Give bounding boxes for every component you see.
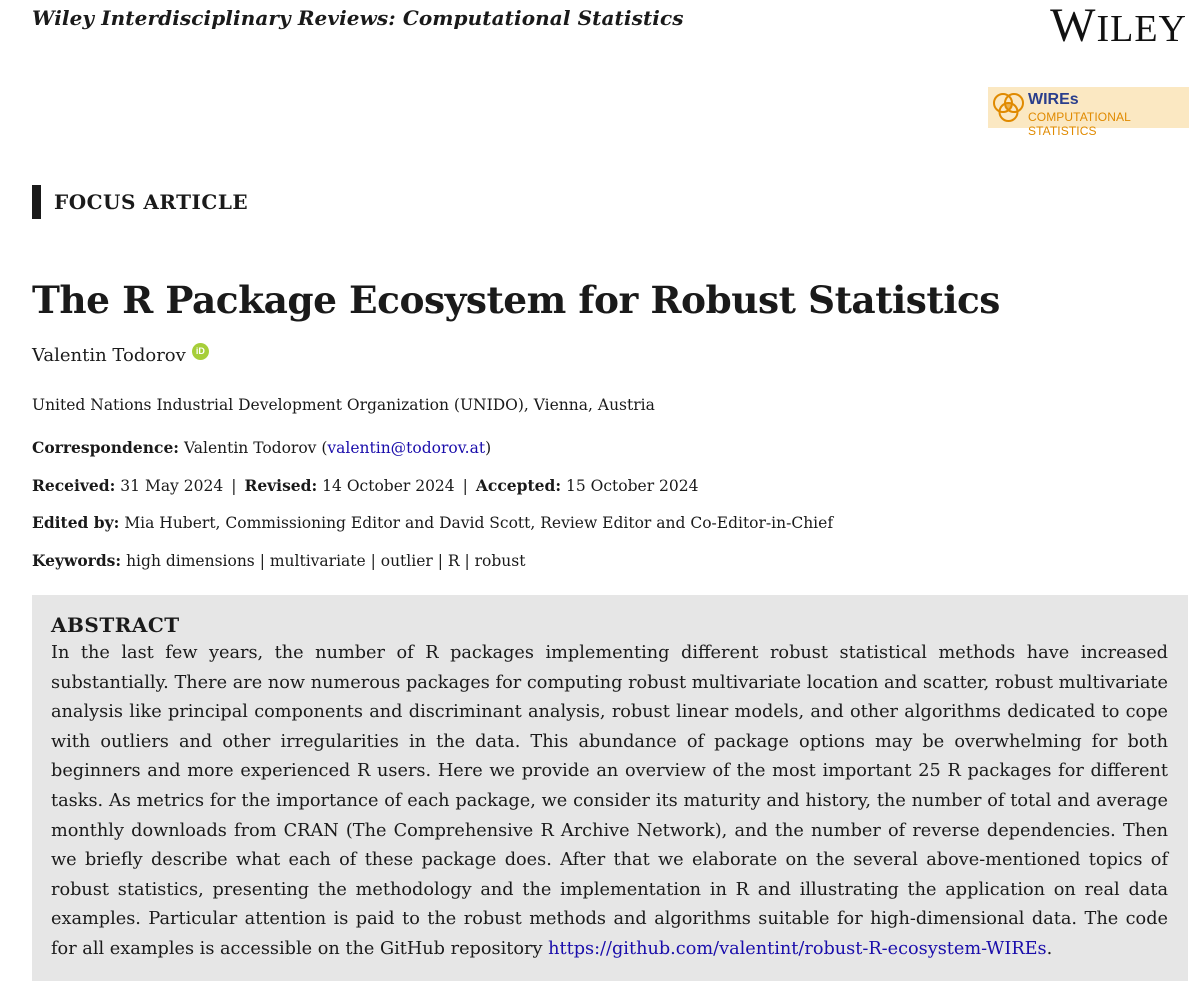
abstract-text: In the last few years, the number of R p… xyxy=(51,643,1168,959)
received-label: Received: xyxy=(32,476,116,495)
journal-name: Wiley Interdisciplinary Reviews: Computa… xyxy=(32,6,684,30)
accepted-date: 15 October 2024 xyxy=(566,477,699,495)
correspondence-email-link[interactable]: valentin@todorov.at xyxy=(327,439,486,457)
abstract-heading: ABSTRACT xyxy=(51,613,180,637)
abstract-body: In the last few years, the number of R p… xyxy=(51,643,1168,959)
keywords-text: high dimensions | multivariate | outlier… xyxy=(126,552,526,570)
orcid-icon[interactable]: iD xyxy=(191,343,209,360)
correspondence-name: Valentin Todorov xyxy=(183,439,317,457)
article-type: FOCUS ARTICLE xyxy=(32,185,248,219)
dates: Received: 31 May 2024 | Revised: 14 Octobe… xyxy=(32,476,699,495)
edited-by-label: Edited by: xyxy=(32,513,120,532)
wires-logo-icon xyxy=(993,93,1024,122)
edited-by: Edited by: Mia Hubert, Commissioning Edi… xyxy=(32,513,833,532)
github-link[interactable]: https://github.com/valentint/robust-R-ec… xyxy=(548,938,1047,959)
abstract-box: ABSTRACT In the last few years, the numb… xyxy=(32,595,1188,981)
accepted-label: Accepted: xyxy=(475,476,562,495)
article-title: The R Package Ecosystem for Robust Stati… xyxy=(32,278,1000,322)
wires-badge: WIREs COMPUTATIONAL STATISTICS xyxy=(988,87,1189,138)
revised-date: 14 October 2024 xyxy=(322,477,455,495)
wires-title: WIREs xyxy=(1028,91,1079,108)
keywords-label: Keywords: xyxy=(32,551,122,570)
wires-subtitle: COMPUTATIONAL STATISTICS xyxy=(1028,110,1131,138)
affiliation: United Nations Industrial Development Or… xyxy=(32,396,655,414)
correspondence: Correspondence: Valentin Todorov (valent… xyxy=(32,438,492,457)
revised-label: Revised: xyxy=(244,476,318,495)
author-name[interactable]: Valentin Todorov xyxy=(32,345,186,366)
edited-by-text: Mia Hubert, Commissioning Editor and Dav… xyxy=(124,514,834,532)
author: Valentin Todorov iD xyxy=(32,343,209,366)
correspondence-label: Correspondence: xyxy=(32,438,180,457)
received-date: 31 May 2024 xyxy=(120,477,224,495)
keywords: Keywords: high dimensions | multivariate… xyxy=(32,551,525,570)
wiley-logo: WILEY xyxy=(1050,0,1187,52)
